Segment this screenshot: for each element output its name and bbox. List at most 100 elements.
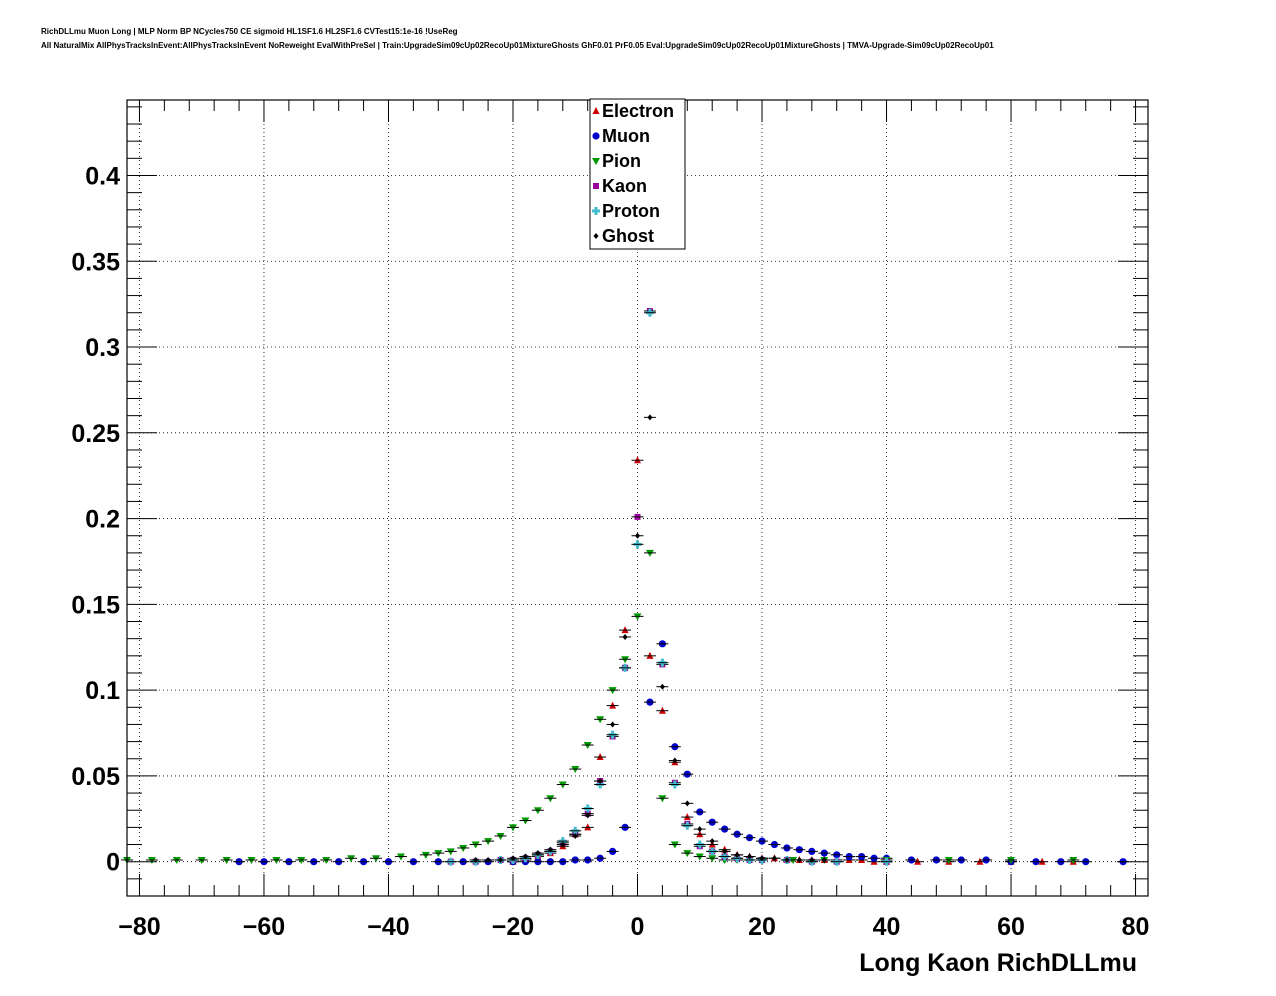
data-point-muon <box>980 856 993 864</box>
data-point-muon <box>581 856 594 864</box>
data-point-pion <box>619 656 632 664</box>
series-muon <box>233 640 1130 866</box>
data-point-pion <box>457 844 470 852</box>
data-point-ghost <box>756 855 769 862</box>
chart-subtitle: All NaturalMix AllPhysTracksInEvent:AllP… <box>41 41 994 50</box>
data-point-proton <box>743 855 756 864</box>
y-tick-label: 0.4 <box>85 162 120 190</box>
legend-label-electron: Electron <box>602 101 674 121</box>
data-point-pion <box>606 687 619 695</box>
tick-labels: −80 −60 −40 −20 0 20 40 60 80 0 0.05 0.1 0.15 0.2 0.25… <box>71 162 1149 941</box>
data-point-muon <box>668 743 681 751</box>
data-point-pion <box>531 807 544 815</box>
data-point-pion <box>706 855 719 863</box>
data-point-muon <box>930 856 943 864</box>
data-point-ghost <box>643 414 656 421</box>
data-point-proton <box>830 857 843 866</box>
data-point-muon <box>556 858 569 866</box>
data-point-proton <box>731 854 744 863</box>
legend-box <box>589 98 686 250</box>
y-tick-label: 0.3 <box>85 334 120 362</box>
legend-label-kaon: Kaon <box>602 176 647 196</box>
data-point-pion <box>569 766 582 774</box>
data-point-muon <box>805 847 818 855</box>
data-point-ghost <box>482 856 495 863</box>
data-point-muon <box>843 852 856 861</box>
data-point-ghost <box>743 853 756 860</box>
data-point-ghost <box>506 855 519 862</box>
data-point-pion <box>506 824 519 832</box>
x-axis-title: Long Kaon RichDLLmu <box>859 949 1137 977</box>
data-point-ghost <box>805 856 818 863</box>
data-point-muon <box>531 858 544 866</box>
data-point-muon <box>282 858 295 866</box>
data-point-muon <box>780 844 793 852</box>
data-point-pion <box>643 549 656 557</box>
data-point-muon <box>693 808 706 816</box>
y-tick-label: 0.15 <box>71 591 120 619</box>
data-point-ghost <box>718 848 731 855</box>
y-tick-label: 0.1 <box>85 677 120 705</box>
data-point-pion <box>942 856 955 864</box>
data-point-electron <box>643 651 656 659</box>
data-point-proton <box>631 540 644 549</box>
data-point-pion <box>394 853 407 861</box>
data-point-ghost <box>793 856 806 863</box>
y-tick-label: 0 <box>106 849 120 877</box>
series-proton <box>444 308 893 866</box>
legend-label-ghost: Ghost <box>602 226 654 246</box>
data-point-proton <box>706 847 719 856</box>
data-point-pion <box>656 795 669 803</box>
data-point-muon <box>955 856 968 864</box>
chart-title: RichDLLmu Muon Long | MLP Norm BP NCycle… <box>41 27 458 36</box>
data-point-pion <box>270 856 283 864</box>
data-point-ghost <box>731 851 744 858</box>
data-point-pion <box>693 853 706 861</box>
data-point-pion <box>345 855 358 863</box>
data-point-proton <box>556 837 569 846</box>
data-point-ghost <box>656 683 669 690</box>
data-point-kaon <box>631 513 644 520</box>
data-point-muon <box>606 847 619 855</box>
data-point-electron <box>656 706 669 714</box>
data-point-ghost <box>531 850 544 857</box>
data-point-pion <box>482 838 495 846</box>
data-point-ghost <box>519 853 532 860</box>
series-kaon <box>444 308 893 865</box>
series-pion <box>121 549 1080 864</box>
series-ghost <box>469 414 831 863</box>
data-point-electron <box>693 830 706 838</box>
data-point-muon <box>743 834 756 842</box>
data-point-proton <box>581 804 594 813</box>
legend-marker-muon <box>592 132 600 140</box>
data-point-pion <box>419 851 432 859</box>
data-point-ghost <box>494 856 507 863</box>
legend-marker-kaon <box>593 183 599 189</box>
data-point-muon <box>706 818 719 826</box>
data-point-muon <box>643 698 656 706</box>
data-point-muon <box>1029 858 1042 866</box>
y-tick-label: 0.35 <box>71 248 120 276</box>
data-point-ghost <box>681 800 694 807</box>
data-point-ghost <box>768 855 781 862</box>
data-point-proton <box>880 857 893 866</box>
data-point-proton <box>656 658 669 667</box>
data-point-pion <box>320 856 333 864</box>
data-point-pion <box>370 855 383 863</box>
data-point-ghost <box>818 856 831 863</box>
axis-ticks <box>127 100 1148 897</box>
data-point-muon <box>332 858 345 866</box>
data-point-ghost <box>693 826 706 833</box>
legend-marker-pion <box>592 158 600 165</box>
data-point-muon <box>681 770 694 778</box>
x-tick-label: −60 <box>243 913 285 941</box>
data-point-pion <box>444 848 457 856</box>
legend-label-proton: Proton <box>602 201 660 221</box>
data-point-pion <box>170 856 183 864</box>
data-point-ghost <box>619 633 632 640</box>
data-point-muon <box>731 830 744 838</box>
x-tick-label: 80 <box>1122 913 1150 941</box>
data-point-ghost <box>569 832 582 839</box>
legend-marker-proton <box>592 207 600 215</box>
